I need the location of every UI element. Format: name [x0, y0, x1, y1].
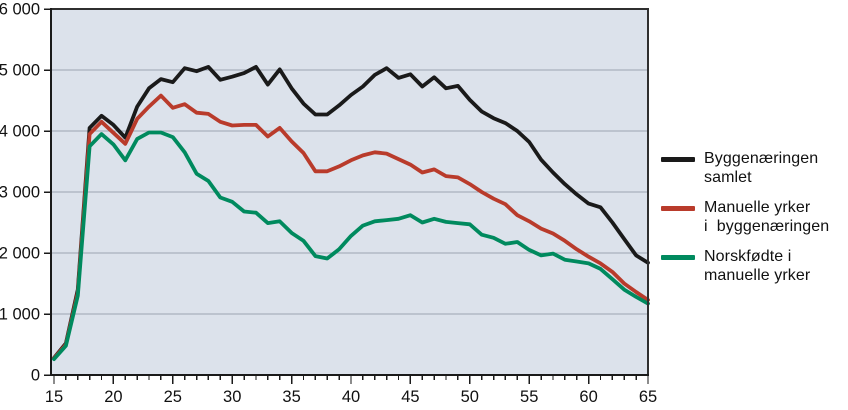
x-axis-label: 35 — [282, 388, 300, 406]
legend-label-line: manuelle yrker — [704, 267, 811, 284]
y-axis-label: 6 000 — [0, 1, 40, 19]
x-axis-label: 20 — [104, 388, 122, 406]
legend-line-swatch-green — [661, 255, 695, 260]
chart-legend: Byggenæringen samlet Manuelle yrker i by… — [661, 149, 847, 296]
y-axis-label: 0 — [31, 367, 40, 385]
x-axis-label: 65 — [639, 388, 657, 406]
legend-line-swatch-red — [661, 206, 695, 211]
legend-label-line: Byggenæringen — [704, 150, 819, 167]
x-axis-label: 50 — [461, 388, 479, 406]
x-axis-label: 40 — [342, 388, 360, 406]
legend-item-byggenaeringen-samlet: Byggenæringen samlet — [661, 149, 847, 187]
legend-label-line: i byggenæringen — [704, 218, 830, 235]
legend-label-line: samlet — [704, 169, 752, 186]
legend-label: Norskfødte i manuelle yrker — [704, 247, 810, 285]
x-axis-label: 25 — [164, 388, 182, 406]
x-axis-label: 55 — [520, 388, 538, 406]
legend-item-norskfodte: Norskfødte i manuelle yrker — [661, 247, 847, 285]
legend-item-manuelle-yrker: Manuelle yrker i byggenæringen — [661, 198, 847, 236]
legend-label-line: Manuelle yrker — [704, 199, 811, 216]
legend-label: Byggenæringen samlet — [704, 149, 818, 187]
series-line-manuelle-yrker-i-byggenaeringen — [52, 93, 650, 361]
legend-label: Manuelle yrker i byggenæringen — [704, 198, 829, 236]
x-axis-label: 60 — [579, 388, 597, 406]
y-axis-label: 3 000 — [0, 184, 40, 202]
y-axis-label: 4 000 — [0, 123, 40, 141]
x-axis-label: 30 — [223, 388, 241, 406]
y-axis-label: 5 000 — [0, 62, 40, 80]
x-axis-label: 45 — [401, 388, 419, 406]
x-axis-label: 15 — [45, 388, 63, 406]
legend-label-line: Norskfødte i — [704, 248, 792, 265]
y-axis-label: 1 000 — [0, 306, 40, 324]
y-axis-label: 2 000 — [0, 245, 40, 263]
legend-line-swatch-black — [661, 157, 695, 162]
series-line-byggenaeringen-samlet — [52, 65, 650, 360]
series-line-norskfodte-i-manuelle-yrker — [52, 130, 650, 362]
